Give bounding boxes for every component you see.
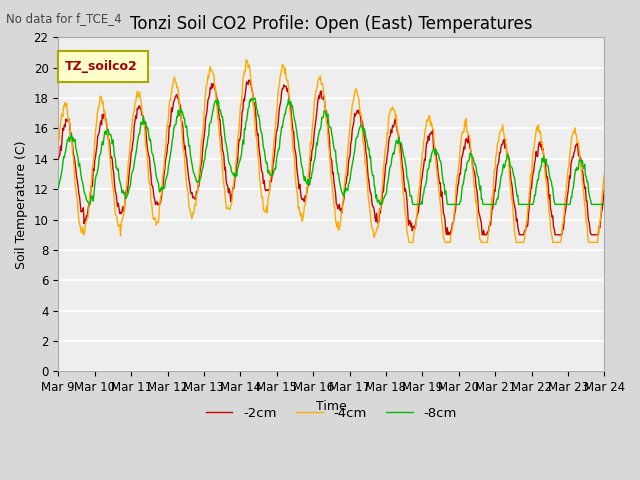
Title: Tonzi Soil CO2 Profile: Open (East) Temperatures: Tonzi Soil CO2 Profile: Open (East) Temp… (130, 15, 532, 33)
-8cm (415, 202, 423, 207)
Line: -2cm: -2cm (58, 80, 604, 235)
-2cm (64, 117, 72, 122)
-8cm (86, 202, 93, 207)
-2cm (176, 101, 184, 107)
-2cm (205, 95, 212, 101)
-2cm (120, 207, 128, 213)
-8cm (54, 185, 62, 191)
-2cm (245, 77, 253, 83)
-8cm (251, 95, 259, 101)
-4cm (242, 57, 250, 63)
-8cm (64, 137, 72, 143)
-2cm (399, 164, 406, 170)
-4cm (399, 179, 406, 185)
-4cm (120, 204, 128, 210)
-2cm (415, 209, 422, 215)
-4cm (405, 240, 413, 245)
-4cm (600, 170, 608, 176)
-2cm (444, 232, 452, 238)
-8cm (399, 150, 407, 156)
-4cm (176, 107, 184, 113)
FancyBboxPatch shape (58, 51, 148, 83)
Text: No data for f_TCE_4: No data for f_TCE_4 (6, 12, 122, 25)
Line: -4cm: -4cm (58, 60, 604, 242)
X-axis label: Time: Time (316, 400, 347, 413)
-4cm (54, 139, 62, 145)
-2cm (600, 186, 608, 192)
-4cm (205, 75, 212, 81)
-8cm (122, 192, 129, 197)
-8cm (177, 105, 184, 111)
-4cm (415, 187, 423, 192)
Y-axis label: Soil Temperature (C): Soil Temperature (C) (15, 140, 28, 269)
-8cm (205, 121, 213, 127)
-8cm (600, 202, 608, 207)
Legend: -2cm, -4cm, -8cm: -2cm, -4cm, -8cm (201, 401, 462, 425)
Text: TZ_soilco2: TZ_soilco2 (65, 60, 138, 73)
-2cm (54, 156, 62, 162)
-4cm (64, 118, 72, 123)
Line: -8cm: -8cm (58, 98, 604, 204)
